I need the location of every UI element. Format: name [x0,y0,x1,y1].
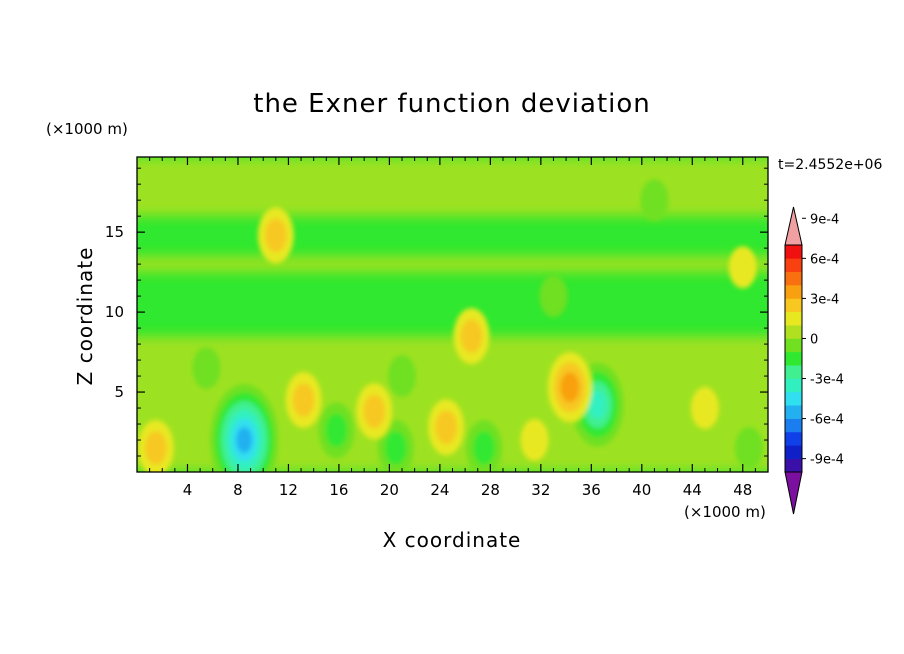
field-high [145,431,167,465]
colorbar-extend-bottom [784,471,803,515]
y-axis: 5 10 15 [105,167,768,457]
colorbar-tick-label: 9e-4 [810,212,839,227]
colorbar-cell [785,431,802,446]
field-high [435,410,457,445]
field-low [388,355,417,398]
colorbar-cell [785,298,802,313]
field-low [473,431,495,465]
colorbar-cell [785,418,802,433]
colorbar-tick-label: -9e-4 [810,453,844,468]
x-tick-label: 8 [233,481,243,499]
field-blobs [137,179,764,472]
colorbar-cell [785,258,802,273]
colorbar-tick-label: -6e-4 [810,413,844,428]
colorbar-cell [785,351,802,366]
colorbar-cell [785,365,802,379]
time-label: t=2.4552e+06 [778,157,882,173]
field-band [137,256,768,273]
field-low [236,427,253,453]
colorbar-tick-label: -3e-4 [810,373,844,388]
colorbar-cell [785,378,802,393]
x-tick-label: 24 [430,481,449,499]
colorbar-frame [784,244,803,473]
x-tick-label: 36 [582,481,601,499]
colorbar-tick-label: 6e-4 [810,252,839,267]
field-low [588,390,607,419]
y-unit-label: (×1000 m) [46,120,128,138]
x-axis: 4 8 12 16 20 24 28 32 36 40 44 48 [149,157,756,499]
field-high [560,372,580,403]
colorbar-cell [785,405,802,419]
x-tick-label: 28 [481,481,500,499]
x-tick-label: 40 [632,481,651,499]
x-tick-label: 44 [683,481,702,499]
field-low [384,431,407,465]
plot-area [137,157,768,472]
field-high [520,419,549,462]
x-tick-label: 12 [279,481,298,499]
y-tick-label: 10 [105,303,124,321]
colorbar-cell [785,245,802,259]
colorbar-cell [785,271,802,286]
y-tick-label: 5 [114,383,124,401]
colorbar-cell [785,445,802,459]
x-axis-label: X coordinate [383,528,522,552]
field-high [728,246,757,289]
colorbar-tick-label: 3e-4 [810,292,839,307]
y-tick-label: 15 [105,223,124,241]
colorbar-cell [785,285,802,299]
x-tick-label: 16 [329,481,348,499]
field-high [363,394,386,429]
field-low [325,413,348,448]
field-high [292,383,315,417]
field-low [192,347,221,390]
chart-title: the Exner function deviation [253,89,651,119]
field-low [640,179,669,222]
field-high [265,218,287,253]
field-high [460,319,483,353]
x-unit-label: (×1000 m) [684,503,766,521]
colorbar-cell [785,325,802,339]
field-high [690,387,719,430]
colorbar: 9e-4 6e-4 3e-4 0 -3e-4 -6e-4 -9e-4 [784,206,844,515]
field-band [137,157,768,217]
x-tick-label: 20 [380,481,399,499]
x-tick-label: 32 [531,481,550,499]
colorbar-cell [785,458,802,473]
field-low [539,275,568,318]
y-axis-label: Z coordinate [73,247,97,386]
colorbar-tick-label: 0 [810,332,818,347]
x-tick-label: 4 [183,481,193,499]
x-tick-label: 48 [733,481,752,499]
colorbar-extend-top [784,206,803,246]
colorbar-cell [785,391,802,406]
colorbar-cell [785,338,802,353]
field-low [735,427,764,470]
colorbar-cell [785,311,802,326]
